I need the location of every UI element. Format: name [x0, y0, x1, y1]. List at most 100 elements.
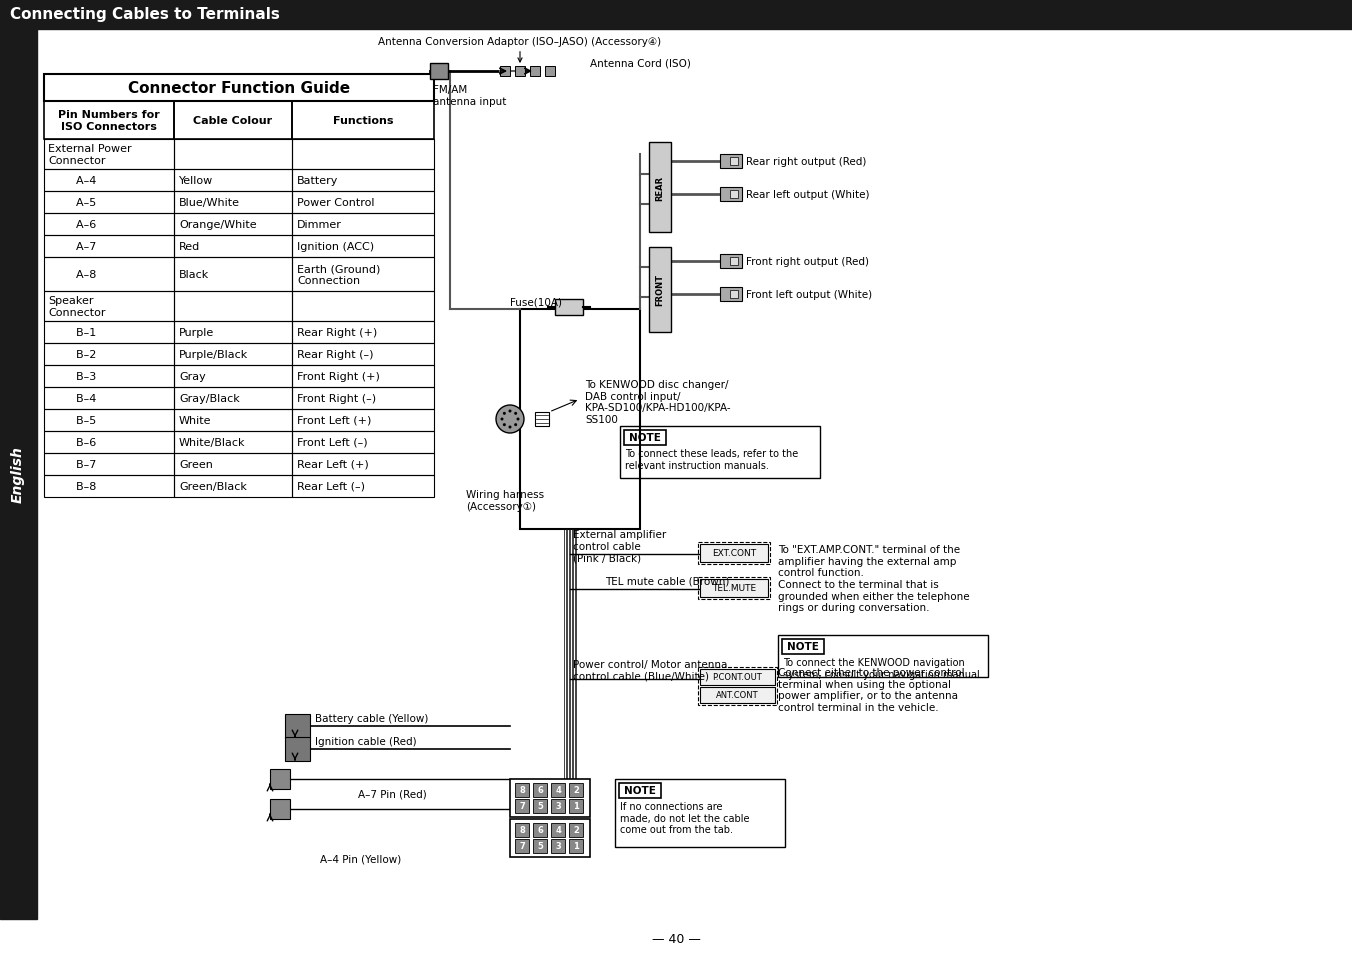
Text: Wiring harness
(Accessory①): Wiring harness (Accessory①) — [466, 490, 544, 511]
Text: 2: 2 — [573, 785, 579, 795]
Text: P.CONT.OUT: P.CONT.OUT — [713, 673, 763, 681]
Text: B–1: B–1 — [62, 328, 96, 337]
Text: Dimmer: Dimmer — [297, 220, 342, 230]
Bar — [649, 143, 671, 233]
Text: NOTE: NOTE — [787, 641, 819, 652]
Text: Battery: Battery — [297, 175, 338, 186]
Text: 6: 6 — [537, 825, 544, 835]
Text: English: English — [11, 446, 24, 503]
Text: Rear Right (–): Rear Right (–) — [297, 350, 373, 359]
Bar — [500, 67, 510, 77]
Text: A–4: A–4 — [62, 175, 96, 186]
Text: 6: 6 — [537, 785, 544, 795]
Bar — [530, 67, 539, 77]
Text: B–4: B–4 — [62, 394, 96, 403]
Bar — [730, 257, 738, 266]
Text: A–7: A–7 — [62, 242, 96, 252]
Text: Earth (Ground)
Connection: Earth (Ground) Connection — [297, 264, 380, 286]
Bar — [45, 344, 174, 366]
Bar — [430, 64, 448, 80]
Text: REAR: REAR — [656, 175, 664, 200]
Bar — [174, 140, 292, 170]
Bar — [700, 579, 768, 598]
Text: 3: 3 — [556, 841, 561, 851]
Bar — [569, 823, 583, 837]
Text: 1: 1 — [573, 841, 579, 851]
Bar — [174, 410, 292, 432]
Text: B–6: B–6 — [62, 437, 96, 448]
Text: B–2: B–2 — [62, 350, 96, 359]
Text: 5: 5 — [537, 801, 544, 811]
Text: Purple: Purple — [178, 328, 214, 337]
Text: 7: 7 — [519, 841, 525, 851]
Text: 8: 8 — [519, 825, 525, 835]
Bar — [619, 783, 661, 799]
Bar — [285, 738, 310, 761]
Text: To connect the KENWOOD navigation
system, consult your navigation manual.: To connect the KENWOOD navigation system… — [783, 658, 983, 679]
Bar — [292, 102, 434, 140]
Text: White: White — [178, 416, 211, 426]
Bar — [292, 410, 434, 432]
Bar — [45, 102, 174, 140]
Bar — [270, 800, 289, 820]
Circle shape — [503, 424, 506, 427]
Bar — [292, 322, 434, 344]
Bar — [45, 388, 174, 410]
Bar — [545, 67, 556, 77]
Bar — [510, 780, 589, 817]
Bar — [174, 476, 292, 497]
Text: Rear Left (+): Rear Left (+) — [297, 459, 369, 470]
Bar — [292, 388, 434, 410]
Text: Functions: Functions — [333, 116, 393, 126]
Circle shape — [514, 424, 518, 427]
Text: White/Black: White/Black — [178, 437, 246, 448]
Text: Connecting Cables to Terminals: Connecting Cables to Terminals — [9, 8, 280, 23]
Text: A–7 Pin (Red): A–7 Pin (Red) — [358, 789, 427, 800]
Bar — [45, 292, 174, 322]
Text: EXT.CONT: EXT.CONT — [713, 549, 756, 558]
Bar — [292, 213, 434, 235]
Text: Green/Black: Green/Black — [178, 481, 247, 492]
Text: A–4 Pin (Yellow): A–4 Pin (Yellow) — [320, 854, 402, 864]
Text: B–3: B–3 — [62, 372, 96, 381]
Bar — [721, 288, 742, 302]
Text: Gray: Gray — [178, 372, 206, 381]
Bar — [174, 432, 292, 454]
Bar — [515, 823, 529, 837]
Text: External Power
Connector: External Power Connector — [49, 144, 131, 166]
Text: Power Control: Power Control — [297, 198, 375, 208]
Text: A–6: A–6 — [62, 220, 96, 230]
Text: NOTE: NOTE — [629, 433, 661, 443]
Bar — [698, 578, 771, 599]
Bar — [700, 544, 768, 562]
Bar — [615, 780, 786, 847]
Bar — [292, 476, 434, 497]
Text: To KENWOOD disc changer/
DAB control input/
KPA-SD100/KPA-HD100/KPA-
SS100: To KENWOOD disc changer/ DAB control inp… — [585, 379, 730, 424]
Bar — [174, 454, 292, 476]
Bar — [0, 0, 1352, 30]
Bar — [552, 840, 565, 853]
Bar — [533, 800, 548, 813]
Bar — [270, 769, 289, 789]
Text: 3: 3 — [556, 801, 561, 811]
Text: Antenna Conversion Adaptor (ISO–JASO) (Accessory④): Antenna Conversion Adaptor (ISO–JASO) (A… — [379, 37, 661, 63]
Text: Red: Red — [178, 242, 200, 252]
Bar — [721, 188, 742, 202]
Text: Rear Right (+): Rear Right (+) — [297, 328, 377, 337]
Bar — [700, 687, 775, 703]
Text: 1: 1 — [573, 801, 579, 811]
Bar — [45, 140, 174, 170]
Bar — [649, 248, 671, 333]
Bar — [515, 800, 529, 813]
Text: 8: 8 — [519, 785, 525, 795]
Bar — [535, 413, 549, 427]
Text: Rear Left (–): Rear Left (–) — [297, 481, 365, 492]
Text: — 40 —: — 40 — — [652, 933, 700, 945]
Bar — [552, 800, 565, 813]
Bar — [510, 820, 589, 857]
Text: Rear right output (Red): Rear right output (Red) — [746, 157, 867, 167]
Text: 7: 7 — [519, 801, 525, 811]
Bar — [292, 257, 434, 292]
Bar — [45, 322, 174, 344]
Bar — [552, 823, 565, 837]
